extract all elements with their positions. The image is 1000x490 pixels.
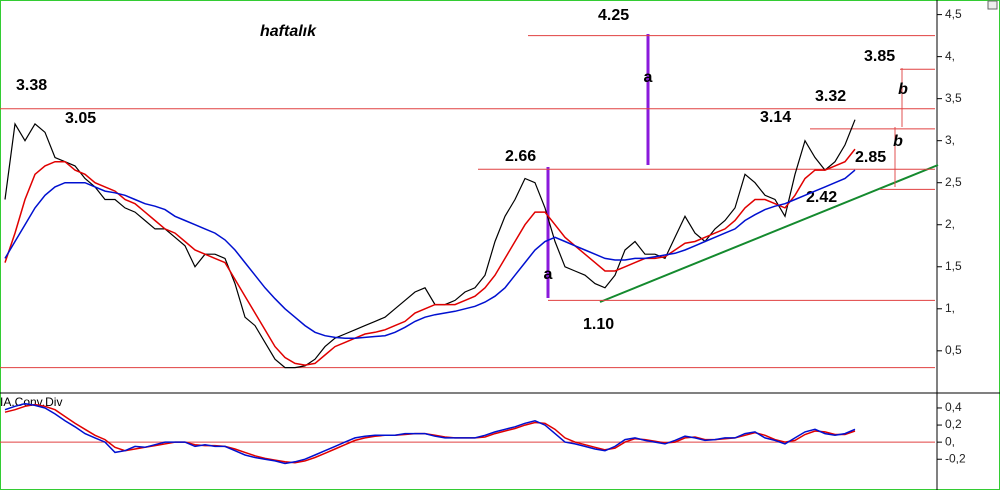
y-tick-label: 0,2 [945,417,962,431]
series-line [4,148,856,366]
y-tick-label: 2, [945,217,955,231]
level-label: 2.85 [855,149,886,166]
level-label: 3.32 [815,88,846,105]
level-label: 3.85 [864,48,895,65]
annotation: a [544,266,553,283]
panel-title: IA.Conv.Div [0,395,62,409]
level-label: 2.66 [505,148,536,165]
window-icon[interactable] [987,0,998,10]
y-tick-label: -0,2 [945,451,966,465]
level-label: 3.38 [16,77,47,94]
y-tick-label: 0,4 [945,400,962,414]
y-tick-label: 3, [945,133,955,147]
y-tick-label: 0,5 [945,343,962,357]
level-label: 2.42 [806,189,837,206]
y-tick-label: 1,5 [945,259,962,273]
y-tick-label: 2,5 [945,175,962,189]
annotation: a [644,69,653,86]
series-line [4,119,856,369]
chart-title: haftalık [260,23,317,40]
level-label: 3.14 [760,109,791,126]
level-label: 3.05 [65,110,96,127]
y-tick-label: 4, [945,49,955,63]
y-tick-label: 4,5 [945,7,962,21]
trend-line [599,164,939,303]
y-tick-label: 3,5 [945,91,962,105]
annotation: b [893,133,903,150]
y-tick-label: 0, [945,434,955,448]
annotation: b [898,81,908,98]
level-label: 1.10 [583,316,614,333]
level-label: 4.25 [598,7,629,24]
series-line [4,169,856,339]
y-tick-label: 1, [945,301,955,315]
series-line [4,402,856,465]
